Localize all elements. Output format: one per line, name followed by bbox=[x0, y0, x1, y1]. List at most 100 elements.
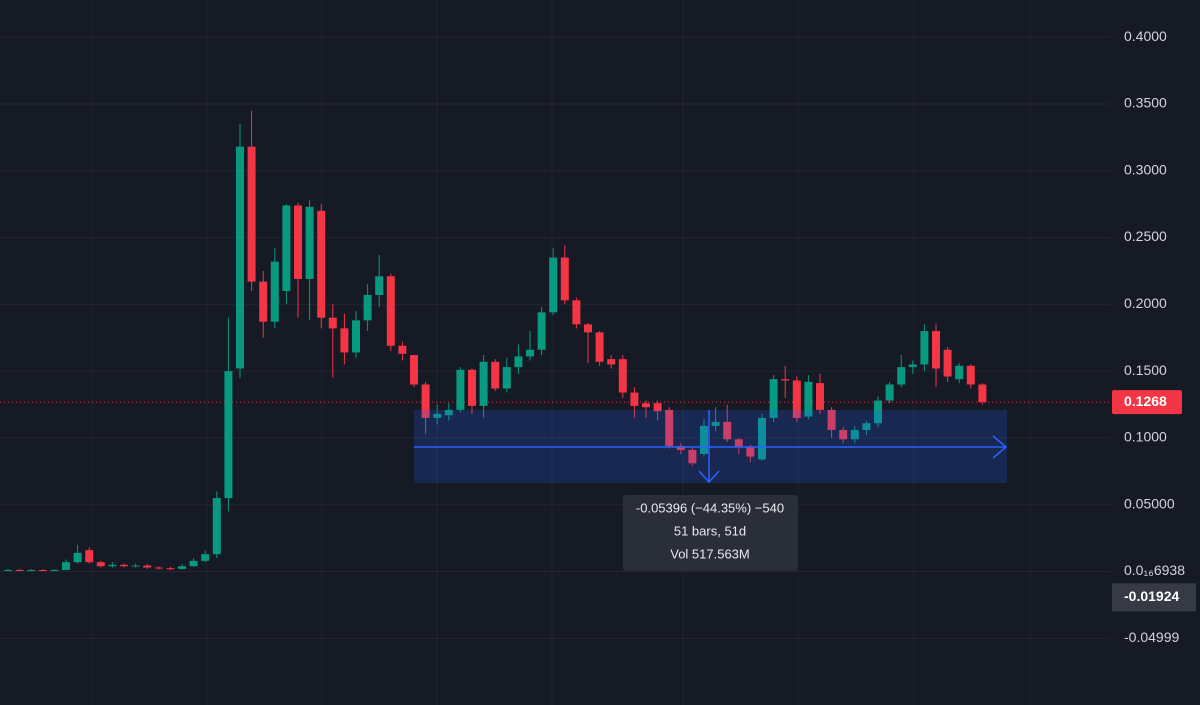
measure-v-arrowhead bbox=[698, 470, 720, 484]
last-price-label: 0.1268 bbox=[1124, 393, 1167, 409]
candle-body bbox=[827, 409, 836, 430]
candle-body bbox=[340, 328, 349, 353]
candle-body bbox=[816, 383, 824, 410]
candle-body bbox=[537, 312, 546, 350]
vertical-grid bbox=[91, 0, 1031, 705]
candle-body bbox=[955, 365, 964, 380]
candle-body bbox=[676, 445, 685, 450]
candle-body bbox=[15, 569, 24, 571]
price-axis: 0.4000 0.3500 0.3000 0.2500 0.2000 0.1500 0.10… bbox=[1112, 28, 1196, 645]
candle-body bbox=[201, 554, 210, 561]
candle-body bbox=[282, 205, 291, 291]
measurement-tooltip: -0.05396 (−44.35%) −540 51 bars, 51d Vol… bbox=[623, 495, 798, 571]
candle-body bbox=[50, 569, 59, 571]
tooltip-box bbox=[623, 495, 798, 571]
candle-body bbox=[444, 409, 453, 416]
candle-body bbox=[433, 413, 442, 418]
candle-body bbox=[479, 361, 488, 406]
candle-body bbox=[247, 146, 256, 282]
candle-body bbox=[363, 294, 372, 321]
candle-body bbox=[270, 261, 279, 322]
tooltip-volume: Vol 517.563M bbox=[670, 546, 750, 561]
candle-body bbox=[421, 384, 430, 418]
candle-body bbox=[27, 570, 36, 572]
candle-body bbox=[885, 384, 894, 401]
candle-body bbox=[166, 568, 175, 570]
y-tick-label: 0.05000 bbox=[1124, 495, 1175, 511]
candle-body bbox=[317, 210, 326, 318]
candle-body bbox=[526, 349, 534, 357]
candle-body bbox=[607, 359, 616, 365]
candle-body bbox=[850, 429, 859, 440]
candle-body bbox=[920, 331, 929, 365]
candle-body bbox=[178, 566, 186, 569]
measurement-tool bbox=[414, 410, 1008, 484]
candle-body bbox=[618, 359, 627, 393]
candle-body bbox=[908, 364, 917, 368]
candle-body bbox=[932, 331, 940, 369]
candle-body bbox=[468, 369, 476, 406]
y-tick-label: 0.3000 bbox=[1124, 161, 1167, 177]
last-price-box bbox=[1112, 390, 1182, 415]
grid bbox=[0, 36, 1110, 639]
candle-body bbox=[572, 300, 581, 325]
candle-body bbox=[943, 349, 952, 377]
candles bbox=[4, 110, 987, 572]
y-tick-label: 0.1500 bbox=[1124, 362, 1167, 378]
y-tick-label: 0.2500 bbox=[1124, 228, 1167, 244]
candle-body bbox=[189, 560, 198, 567]
candle-body bbox=[514, 356, 523, 368]
candle-body bbox=[131, 565, 140, 567]
candle-body bbox=[758, 417, 766, 460]
candle-body bbox=[375, 276, 384, 295]
y-tick-label: 0.4000 bbox=[1124, 28, 1167, 44]
candle-body bbox=[584, 324, 592, 333]
candle-body bbox=[792, 380, 801, 418]
candle-body bbox=[862, 423, 871, 430]
candle-body bbox=[62, 562, 70, 570]
candle-body bbox=[398, 345, 407, 354]
crosshair-price-label: -0.01924 bbox=[1124, 588, 1179, 604]
candle-body bbox=[595, 332, 604, 362]
measure-h-arrowhead bbox=[992, 435, 1008, 459]
candle-body bbox=[630, 392, 639, 406]
candle-body bbox=[804, 381, 813, 417]
y-tick-label: 0.3500 bbox=[1124, 95, 1167, 111]
candle-body bbox=[746, 447, 755, 457]
candle-body bbox=[259, 281, 268, 322]
tooltip-change: -0.05396 (−44.35%) −540 bbox=[636, 500, 784, 515]
y-tick-label: 0.2000 bbox=[1124, 295, 1167, 311]
candle-body bbox=[723, 421, 732, 440]
candle-body bbox=[352, 320, 360, 353]
candle-body bbox=[120, 564, 128, 567]
candle-body bbox=[700, 425, 708, 454]
candle-body bbox=[781, 379, 790, 381]
candle-body bbox=[734, 439, 743, 448]
y-tick-label: -0.04999 bbox=[1124, 629, 1179, 645]
crosshair-price-box bbox=[1112, 583, 1196, 612]
candle-body bbox=[212, 498, 221, 555]
candle-body bbox=[224, 371, 233, 499]
candle-body bbox=[96, 562, 105, 567]
candle-body bbox=[85, 550, 94, 563]
candle-body bbox=[4, 569, 12, 571]
candle-body bbox=[839, 429, 848, 440]
candle-body bbox=[665, 409, 674, 446]
candle-body bbox=[154, 567, 163, 569]
candle-body bbox=[305, 206, 314, 279]
candle-body bbox=[410, 355, 418, 385]
candle-body bbox=[491, 361, 500, 389]
candle-body bbox=[966, 365, 975, 385]
candle-body bbox=[38, 570, 47, 572]
candle-body bbox=[688, 449, 697, 464]
candle-body bbox=[386, 276, 395, 346]
candle-body bbox=[143, 565, 152, 568]
candle-body bbox=[711, 421, 720, 426]
candle-body bbox=[978, 384, 987, 403]
candle-body bbox=[108, 564, 117, 567]
candle-body bbox=[294, 205, 302, 279]
candle-body bbox=[328, 317, 337, 329]
candle-body bbox=[560, 257, 569, 301]
candle-body bbox=[874, 400, 882, 424]
